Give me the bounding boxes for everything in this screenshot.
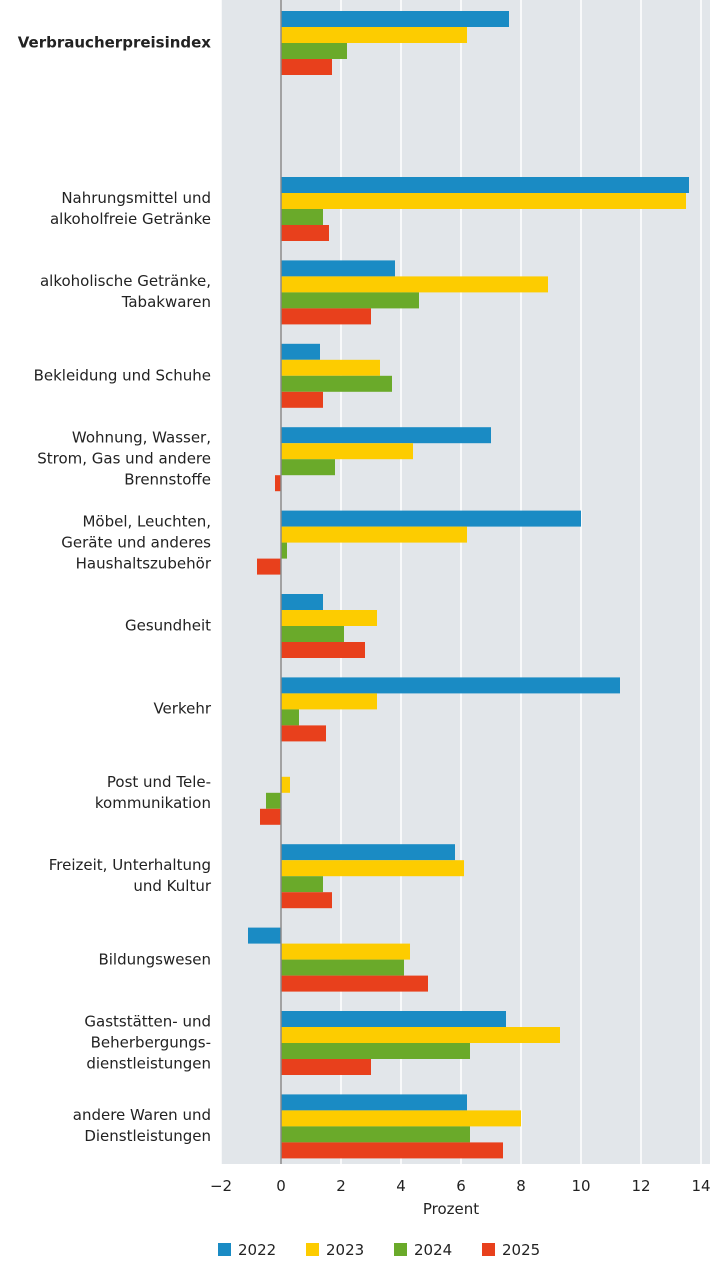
bar (281, 844, 455, 861)
legend-label: 2024 (414, 1241, 452, 1259)
bar (281, 292, 419, 309)
bar (281, 193, 686, 209)
bar (281, 725, 326, 742)
bar (281, 43, 347, 59)
bar (281, 177, 689, 193)
bar (260, 808, 281, 825)
category-label: Freizeit, Unterhaltung und Kultur (48, 856, 211, 896)
bar (281, 427, 491, 444)
bar (281, 943, 410, 960)
bar (257, 558, 281, 575)
bar (266, 792, 281, 809)
bar (281, 11, 509, 27)
bar (281, 27, 467, 43)
bar (281, 59, 332, 75)
legend-swatch (306, 1243, 319, 1256)
category-label: Verkehr (153, 699, 211, 718)
bar (281, 225, 329, 241)
category-label: andere Waren und Dienstleistungen (72, 1106, 211, 1146)
x-tick-label: 14 (691, 1177, 710, 1195)
bar (281, 959, 404, 976)
bar (281, 594, 323, 610)
category-label: Bekleidung und Schuhe (33, 366, 211, 385)
bar (281, 526, 467, 543)
legend-swatch (218, 1243, 231, 1256)
bar (281, 459, 335, 476)
bar (281, 1094, 467, 1111)
bar (281, 677, 620, 694)
category-label: Bildungswesen (98, 950, 211, 969)
category-label: Wohnung, Wasser, Strom, Gas und andere B… (37, 428, 211, 489)
legend-label: 2022 (238, 1241, 276, 1259)
bar (281, 1027, 560, 1043)
bar (281, 642, 365, 658)
x-tick-label: −2 (210, 1177, 232, 1195)
bar (281, 610, 377, 626)
bar (281, 391, 323, 408)
bar (281, 542, 287, 559)
bar (281, 776, 290, 793)
bar (281, 876, 323, 893)
bar (281, 1142, 503, 1159)
bar (281, 260, 395, 277)
x-tick-label: 6 (456, 1177, 466, 1195)
category-label: Möbel, Leuchten, Geräte und anderes Haus… (61, 512, 211, 573)
bar (281, 709, 299, 726)
category-label: Gesundheit (125, 616, 211, 635)
bar (281, 276, 548, 293)
bar (281, 1011, 506, 1027)
x-tick-label: 10 (571, 1177, 590, 1195)
bar (281, 693, 377, 710)
x-tick-label: 4 (396, 1177, 406, 1195)
x-tick-label: 0 (276, 1177, 286, 1195)
bar (281, 510, 581, 527)
bar (275, 475, 281, 492)
legend-label: 2025 (502, 1241, 540, 1259)
bar (281, 860, 464, 877)
bar (281, 626, 344, 642)
bar (248, 927, 281, 944)
category-label: alkoholische Getränke, Tabakwaren (39, 272, 211, 312)
bar (281, 1110, 521, 1127)
legend-swatch (394, 1243, 407, 1256)
x-tick-label: 8 (516, 1177, 526, 1195)
category-label: Nahrungsmittel und alkoholfreie Getränke (49, 189, 211, 228)
category-label: Verbraucherpreisindex (17, 33, 211, 52)
bar (281, 892, 332, 909)
x-tick-label: 12 (631, 1177, 650, 1195)
bar (281, 975, 428, 992)
bar (281, 1043, 470, 1059)
bar (281, 443, 413, 460)
legend-swatch (482, 1243, 495, 1256)
category-label: Post und Tele- kommunikation (94, 772, 211, 812)
bar (281, 1059, 371, 1075)
bar (281, 343, 320, 360)
x-tick-label: 2 (336, 1177, 346, 1195)
bar (281, 209, 323, 225)
bar (281, 308, 371, 325)
bar (281, 359, 380, 376)
bar (281, 1126, 470, 1143)
legend-label: 2023 (326, 1241, 364, 1259)
bar (281, 375, 392, 392)
category-label: Gaststätten- und Beherbergungs- dienstle… (84, 1012, 211, 1073)
x-axis-label: Prozent (423, 1200, 479, 1218)
